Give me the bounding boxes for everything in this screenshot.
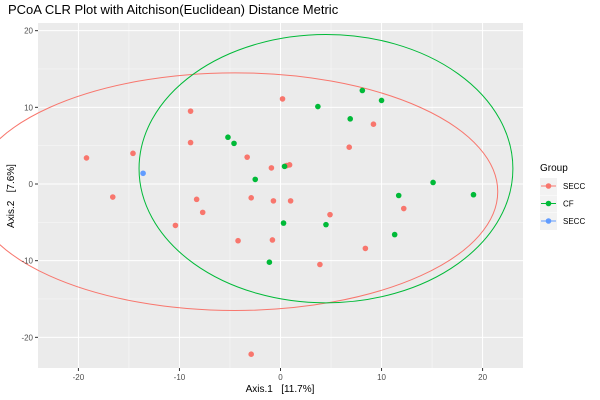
point-secc [248, 195, 254, 201]
ellipse-cf [138, 34, 514, 304]
point-cf [470, 191, 477, 198]
point-secc [269, 237, 276, 243]
point-cf [252, 176, 259, 183]
data-points [83, 87, 477, 358]
y-tick-label: 20 [24, 27, 33, 36]
legend-label: CF [563, 200, 574, 209]
legend-key-point [545, 200, 552, 207]
point-secc [370, 121, 377, 127]
point-secc [109, 194, 116, 200]
point-secc [130, 150, 136, 157]
y-axis-ticks: -20 -10 0 10 20 [21, 27, 38, 342]
y-tick-label: 10 [24, 103, 33, 112]
point-secc [140, 170, 146, 177]
point-secc [187, 108, 194, 114]
point-secc [362, 245, 369, 252]
point-secc [193, 196, 200, 203]
point-secc [187, 139, 194, 146]
x-tick-label: -20 [73, 373, 85, 382]
legend-title: Group [540, 163, 568, 174]
y-tick-label: -20 [21, 333, 33, 342]
point-secc [400, 205, 407, 212]
point-secc [244, 154, 250, 160]
point-secc [248, 351, 254, 358]
x-tick-label: 20 [478, 373, 487, 382]
legend: Group SECC CF SECC [540, 163, 585, 230]
point-cf [323, 221, 329, 228]
point-secc [279, 96, 286, 102]
point-secc [268, 165, 275, 171]
point-cf [359, 87, 366, 94]
point-secc [235, 237, 241, 244]
point-cf [378, 97, 385, 104]
x-axis-title: Axis.1 [11.7%] [246, 384, 315, 395]
x-axis-ticks: -20 -10 0 10 20 [73, 368, 488, 382]
x-tick-label: -10 [174, 373, 186, 382]
point-cf [395, 192, 402, 199]
y-tick-label: 0 [29, 180, 34, 189]
point-cf [315, 103, 321, 110]
point-cf [391, 231, 398, 238]
point-secc [287, 198, 294, 204]
legend-label: SECC [563, 182, 585, 191]
point-cf [430, 179, 436, 186]
point-cf [281, 163, 288, 170]
chart-title: PCoA CLR Plot with Aitchison(Euclidean) … [8, 2, 339, 17]
point-cf [266, 259, 273, 266]
point-secc [317, 261, 323, 268]
y-tick-label: -10 [21, 257, 33, 266]
point-cf [225, 134, 231, 141]
point-secc [270, 198, 277, 204]
ellipse-secc [0, 72, 499, 311]
point-secc [346, 144, 353, 150]
x-tick-label: 0 [278, 373, 283, 382]
point-secc [286, 162, 293, 168]
legend-key-point [545, 218, 552, 224]
legend-label: SECC [563, 217, 585, 226]
point-secc [172, 222, 179, 229]
point-secc [199, 209, 206, 216]
y-axis-title: Axis.2 [7.6%] [6, 164, 17, 228]
point-cf [347, 116, 354, 122]
confidence-ellipses [0, 34, 514, 311]
grid-lines [38, 23, 523, 368]
point-cf [231, 140, 237, 147]
point-cf [280, 220, 287, 226]
point-secc [327, 211, 333, 218]
point-secc [83, 155, 90, 161]
x-tick-label: 10 [377, 373, 386, 382]
legend-key-point [545, 183, 552, 189]
